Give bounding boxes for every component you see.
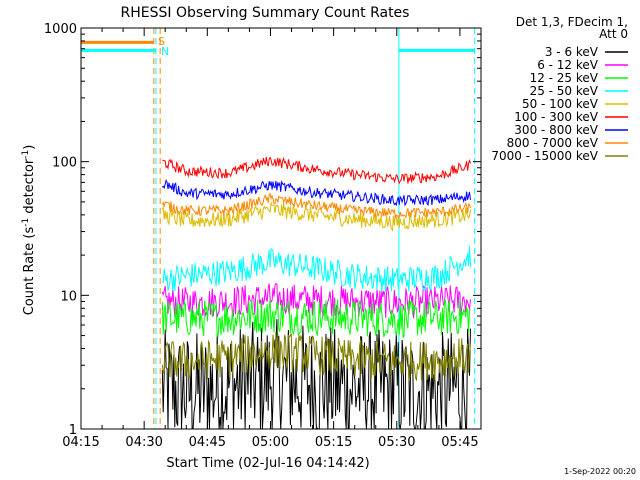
chart-title: RHESSI Observing Summary Count Rates: [121, 5, 410, 21]
footer-timestamp: 1-Sep-2022 00:20: [564, 467, 636, 476]
annotations: SN: [158, 35, 169, 58]
y-axis-label-sup1: -1: [21, 218, 31, 227]
series-line: [161, 319, 471, 431]
y-axis-label-sup2: -1: [21, 150, 31, 159]
annotation-label: S: [158, 35, 165, 48]
x-tick-label: 05:45: [441, 435, 478, 450]
y-tick-label: 10: [60, 289, 77, 304]
x-axis-label: Start Time (02-Jul-16 04:14:42): [166, 456, 369, 471]
y-tick-label: 1: [69, 423, 77, 438]
legend-label: 25 - 50 keV: [530, 84, 599, 98]
legend-label: 6 - 12 keV: [537, 58, 599, 72]
axes: 04:15 04:30 04:45 05:00 05:15 05:30 05:45 1 10 10…: [44, 22, 482, 450]
legend-label: 12 - 25 keV: [530, 71, 599, 85]
y-axis-label-main: Count Rate (s: [22, 227, 37, 316]
y-axis-label: Count Rate (s-1 detector-1): [21, 145, 37, 316]
x-tick-label: 05:30: [378, 435, 415, 450]
y-axis-label-end: ): [22, 145, 37, 150]
plot-border: [80, 27, 482, 430]
x-tick-label: 04:30: [125, 435, 162, 450]
legend-header-line-1: Det 1,3, FDecim 1,: [516, 15, 628, 29]
x-tick-label: 05:15: [315, 435, 352, 450]
series-line: [161, 331, 471, 382]
legend-label: 50 - 100 keV: [522, 97, 599, 111]
attenuator-bars: [81, 40, 475, 52]
x-tick-label: 05:00: [252, 435, 289, 450]
vertical-marker-lines: [153, 28, 476, 429]
series-line: [161, 298, 471, 339]
series-line: [161, 201, 471, 232]
y-axis-label-mid: detector: [22, 158, 37, 218]
legend-label: 300 - 800 keV: [514, 123, 598, 137]
legend-label: 100 - 300 keV: [514, 110, 598, 124]
y-tick-label: 100: [52, 156, 77, 171]
y-tick-label: 1000: [44, 22, 77, 37]
legend-label: 800 - 7000 keV: [507, 136, 599, 150]
series-line: [162, 156, 471, 185]
x-tick-label: 04:15: [62, 435, 99, 450]
legend-header-line-2: Att 0: [599, 27, 628, 41]
legend-label: 7000 - 15000 keV: [491, 149, 598, 163]
series-line: [161, 246, 471, 293]
x-tick-label: 04:45: [189, 435, 226, 450]
series-line: [161, 178, 471, 207]
legend-label: 3 - 6 keV: [545, 45, 599, 59]
annotation-label: N: [161, 45, 169, 58]
series-line: [161, 192, 471, 220]
series-group: [161, 156, 471, 431]
